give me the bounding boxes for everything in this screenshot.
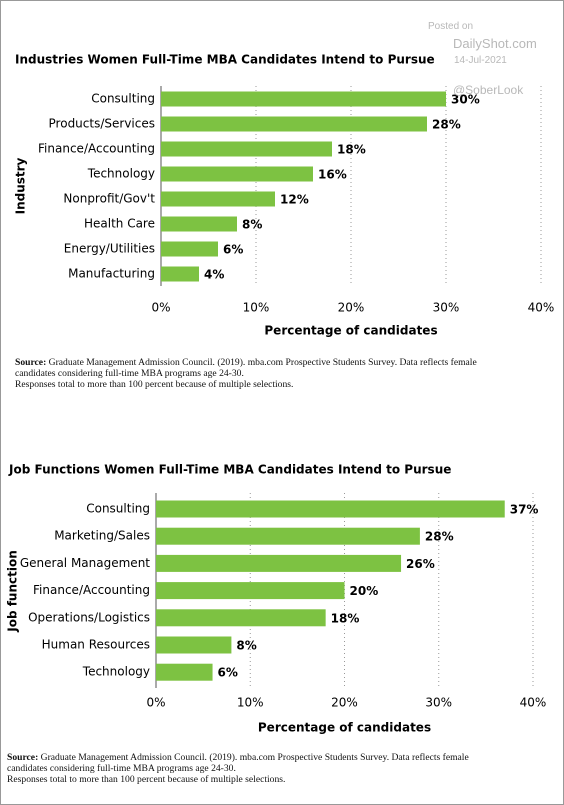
data-label: 8%	[242, 218, 262, 232]
data-label: 4%	[204, 268, 224, 282]
data-label: 6%	[218, 666, 238, 680]
y-tick-label: Consulting	[91, 92, 155, 106]
watermark-site: DailyShot.com	[453, 36, 537, 51]
x-tick-label: 10%	[243, 301, 270, 315]
bar	[156, 636, 232, 654]
data-label: 6%	[223, 243, 243, 257]
y-tick-label: Health Care	[84, 217, 155, 231]
data-label: 18%	[337, 143, 366, 157]
x-tick-label: 30%	[425, 696, 452, 710]
bar	[161, 191, 275, 207]
bar	[156, 663, 213, 681]
data-label: 18%	[331, 611, 360, 625]
y-tick-label: Finance/Accounting	[33, 583, 150, 597]
y-tick-label: General Management	[20, 556, 150, 570]
x-tick-label: 0%	[151, 301, 170, 315]
bar	[156, 582, 345, 600]
note: Responses total to more than 100 percent…	[7, 774, 286, 785]
y-tick-label: Human Resources	[42, 638, 150, 652]
y-tick-label: Finance/Accounting	[38, 142, 155, 156]
x-tick-label: 40%	[520, 696, 547, 710]
x-tick-label: 30%	[433, 301, 460, 315]
x-axis-label: Percentage of candidates	[258, 721, 431, 735]
watermark-date: 14-Jul-2021	[454, 55, 507, 66]
x-tick-label: 10%	[237, 696, 264, 710]
source: Graduate Management Admission Council. (…	[15, 357, 477, 379]
data-label: 20%	[350, 584, 379, 598]
y-tick-label: Technology	[82, 665, 150, 679]
bar	[156, 500, 505, 518]
bar	[161, 266, 199, 282]
bar	[156, 609, 326, 627]
x-tick-label: 20%	[338, 301, 365, 315]
y-tick-label: Energy/Utilities	[64, 242, 155, 256]
bar	[156, 527, 420, 545]
bar	[161, 91, 446, 107]
data-label: 12%	[280, 193, 309, 207]
y-tick-label: Consulting	[86, 502, 150, 516]
data-label: 37%	[510, 503, 539, 517]
y-tick-label: Manufacturing	[68, 267, 155, 281]
bar	[161, 141, 332, 157]
source-label: Source:	[15, 357, 47, 368]
data-label: 28%	[425, 530, 454, 544]
source: Graduate Management Admission Council. (…	[7, 752, 469, 774]
watermark-handle: @SoberLook	[453, 83, 524, 97]
data-label: 26%	[406, 557, 435, 571]
y-tick-label: Nonprofit/Gov't	[63, 192, 155, 206]
x-axis-label: Percentage of candidates	[264, 324, 437, 338]
y-axis-label: Industry	[14, 157, 28, 214]
bar	[161, 241, 218, 257]
data-label: 30%	[451, 93, 480, 107]
bar	[161, 216, 237, 232]
y-axis-label: Job function	[6, 550, 20, 633]
chart-title: Industries Women Full-Time MBA Candidate…	[15, 53, 435, 67]
watermark-posted: Posted on	[428, 21, 474, 32]
data-label: 8%	[236, 639, 256, 653]
chart-title: Job Functions Women Full-Time MBA Candid…	[8, 463, 451, 477]
note: Responses total to more than 100 percent…	[15, 379, 294, 390]
data-label: 16%	[318, 168, 347, 182]
bar	[161, 116, 427, 132]
y-tick-label: Operations/Logistics	[28, 610, 150, 624]
data-label: 28%	[432, 118, 461, 132]
source-note: Source: Graduate Management Admission Co…	[15, 357, 515, 390]
bar	[161, 166, 313, 182]
y-tick-label: Technology	[87, 167, 155, 181]
x-tick-label: 20%	[331, 696, 358, 710]
source-note: Source: Graduate Management Admission Co…	[7, 752, 507, 785]
source-label: Source:	[7, 752, 39, 763]
y-tick-label: Products/Services	[49, 117, 155, 131]
y-tick-label: Marketing/Sales	[54, 529, 150, 543]
bar	[156, 554, 402, 572]
x-tick-label: 40%	[528, 301, 555, 315]
x-tick-label: 0%	[146, 696, 165, 710]
